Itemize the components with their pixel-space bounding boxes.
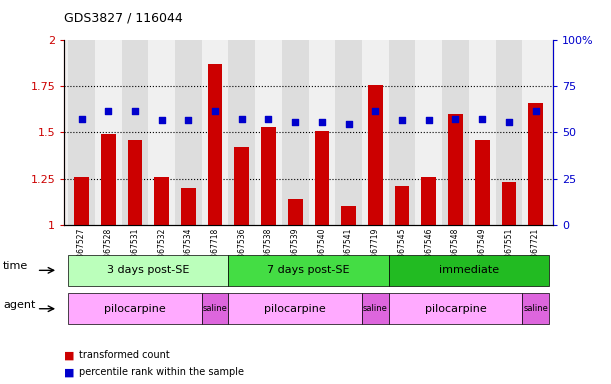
Bar [128,140,142,225]
Point [317,119,327,126]
Point [237,116,247,122]
Point [424,118,434,124]
Bar [362,40,389,225]
Bar [208,64,222,225]
Text: percentile rank within the sample: percentile rank within the sample [79,367,244,377]
Bar [122,40,148,225]
Bar [415,40,442,225]
Bar [368,84,382,225]
Text: immediate: immediate [439,265,499,275]
Text: saline: saline [523,304,548,313]
Text: ■: ■ [64,367,75,377]
Text: pilocarpine: pilocarpine [425,304,486,314]
Text: 7 days post-SE: 7 days post-SE [267,265,350,275]
Bar [288,199,302,225]
Point [450,116,460,122]
Text: time: time [3,262,28,271]
Point [397,118,407,124]
Point [290,119,300,126]
Bar [475,140,489,225]
Point [130,108,140,114]
Point [103,108,113,114]
Bar [315,131,329,225]
Bar [342,206,356,225]
Bar [395,186,409,225]
Bar [389,40,415,225]
Bar [335,40,362,225]
Text: pilocarpine: pilocarpine [265,304,326,314]
Bar [469,40,496,225]
Text: saline: saline [203,304,227,313]
Point [183,118,193,124]
Bar [522,40,549,225]
Bar [175,40,202,225]
Bar [181,188,196,225]
Text: agent: agent [3,300,35,310]
Bar [95,40,122,225]
Bar [422,177,436,225]
Text: saline: saline [363,304,388,313]
Bar [255,40,282,225]
Point [531,108,541,114]
Bar [68,40,95,225]
Text: pilocarpine: pilocarpine [104,304,166,314]
Bar [202,40,229,225]
Point [344,121,354,127]
Point [210,108,220,114]
Bar [442,40,469,225]
Text: transformed count: transformed count [79,350,170,360]
Bar [235,147,249,225]
Point [370,108,380,114]
Bar [155,177,169,225]
Bar [448,114,463,225]
Text: 3 days post-SE: 3 days post-SE [107,265,189,275]
Bar [101,134,115,225]
Bar [74,177,89,225]
Point [477,116,487,122]
Bar [496,40,522,225]
Point [157,118,167,124]
Bar [261,127,276,225]
Bar [282,40,309,225]
Text: GDS3827 / 116044: GDS3827 / 116044 [64,12,183,25]
Point [504,119,514,126]
Bar [148,40,175,225]
Point [76,116,86,122]
Text: ■: ■ [64,350,75,360]
Bar [309,40,335,225]
Point [263,116,273,122]
Bar [229,40,255,225]
Bar [529,103,543,225]
Bar [502,182,516,225]
